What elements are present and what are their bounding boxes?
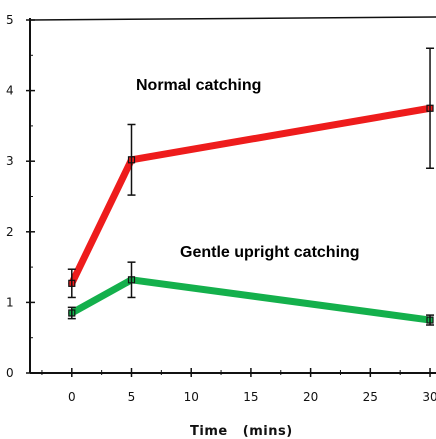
data-point: [127, 276, 136, 284]
error-bars: [67, 47, 435, 326]
x-tick-label: 0: [68, 390, 76, 404]
series-line: [68, 276, 434, 324]
y-tick-label: 2: [6, 225, 14, 239]
x-tick-label: 25: [363, 390, 378, 404]
y-tick-label: 1: [6, 295, 14, 309]
data-point: [68, 309, 76, 317]
x-tick-label: 30: [422, 390, 436, 404]
x-tick-label: 20: [303, 390, 318, 404]
data-point: [426, 316, 434, 324]
x-tick-label: 5: [128, 390, 136, 404]
series-label-gentle: Gentle upright catching: [180, 244, 360, 261]
y-tick-label: 5: [6, 13, 14, 27]
data-point: [426, 104, 434, 112]
x-axis-title: Time (mins): [190, 424, 293, 439]
y-tick-label: 3: [6, 154, 14, 168]
top-frame-line: [29, 16, 436, 21]
axes: [29, 16, 436, 374]
y-tick-label: 0: [6, 366, 14, 380]
series: [68, 104, 434, 324]
y-tick-label: 4: [6, 84, 14, 98]
markers: [68, 104, 434, 324]
ticks: 0 1 2 3 4 5 0 5 10 15 20 25 30: [6, 13, 436, 404]
data-point: [68, 279, 76, 287]
x-tick-label: 15: [243, 390, 258, 404]
series-label-normal: Normal catching: [136, 77, 261, 94]
data-point: [127, 156, 136, 164]
x-tick-label: 10: [184, 390, 199, 404]
